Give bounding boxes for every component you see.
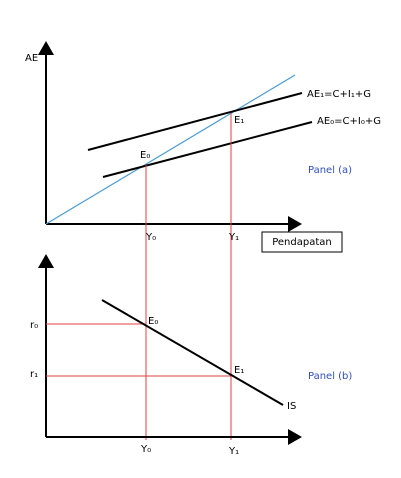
x-label: Y₁ [228,232,239,243]
ae1-line [87,92,303,151]
point-label: E₀ [148,316,158,327]
x-label: Y₀ [140,444,151,455]
panel-label: Panel (a) [308,165,352,176]
point-label: E₀ [140,150,150,161]
ae0-line [102,121,313,178]
point-label: E₁ [234,115,244,126]
line-label: AE₁=C+I₁+G [307,89,371,100]
45-degree-line [45,74,296,225]
y-label: r₀ [30,320,38,331]
y-label: r₁ [30,369,38,380]
point-label: E₁ [234,365,244,376]
axis-label: AE [25,53,38,64]
x-label: Y₁ [228,446,239,457]
x-label: Y₀ [145,232,156,243]
x-axis-label: Pendapatan [272,237,332,248]
is-curve [101,299,284,406]
curve-label: IS [287,401,296,412]
panel-label: Panel (b) [308,371,352,382]
line-label: AE₀=C+I₀+G [317,116,381,127]
label-box [261,231,343,253]
